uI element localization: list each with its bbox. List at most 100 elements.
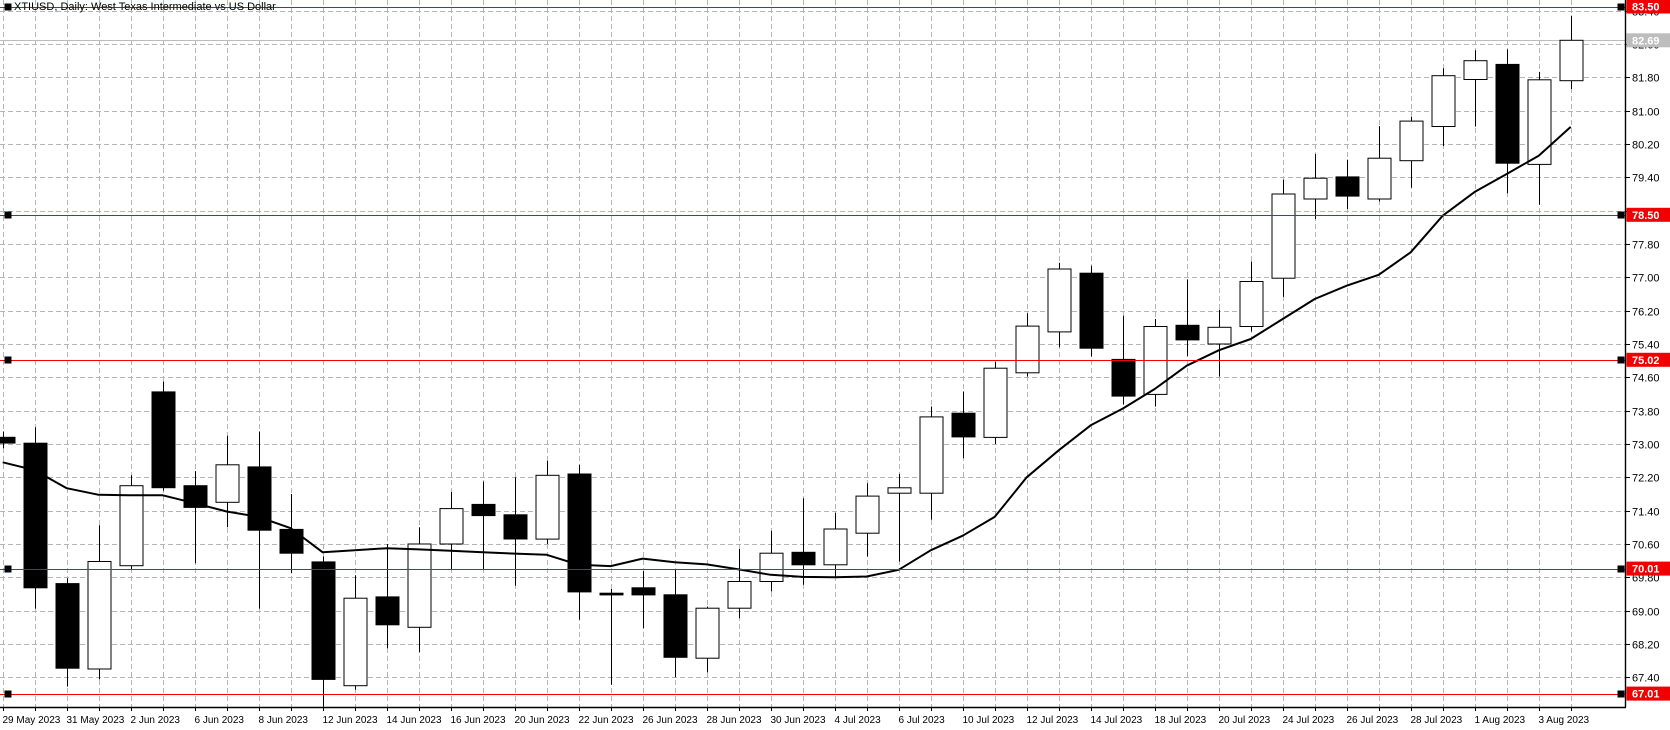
candle-body [1079, 272, 1104, 349]
price-tick-label: 75.40 [1632, 340, 1660, 352]
price-level-badge-text: 70.01 [1632, 564, 1660, 576]
time-tick-label: 30 Jun 2023 [771, 715, 826, 726]
price-level-badge: 78.50 [1626, 207, 1670, 222]
price-level-badge-bg [1626, 686, 1670, 701]
candle-body [1175, 324, 1200, 341]
price-tick-label: 81.00 [1632, 107, 1660, 119]
candle [247, 431, 272, 609]
candle [1431, 68, 1456, 147]
candle [55, 578, 80, 687]
time-tick-label: 3 Aug 2023 [1539, 715, 1590, 726]
bid-price-badge-text: 82.69 [1632, 35, 1660, 47]
price-level-badge: 75.02 [1626, 352, 1670, 367]
price-tick-label: 77.00 [1632, 273, 1660, 285]
candle-body [1431, 75, 1456, 127]
candle-body [631, 587, 656, 596]
time-tick-label: 6 Jul 2023 [899, 715, 946, 726]
candle-body [1367, 157, 1392, 200]
price-level-badge: 83.50 [1626, 0, 1670, 14]
price-tick-label: 67.40 [1632, 673, 1660, 685]
line-handle-right[interactable] [1617, 356, 1625, 364]
candle [695, 606, 720, 673]
line-handle-left[interactable] [4, 3, 12, 11]
price-level-badge-text: 67.01 [1632, 689, 1660, 701]
moving-average-line [2, 126, 1572, 579]
time-tick-label: 20 Jun 2023 [515, 715, 570, 726]
time-tick-label: 4 Jul 2023 [835, 715, 882, 726]
time-tick-label: 8 Jun 2023 [259, 715, 309, 726]
bid-price-badge-bg [1626, 33, 1670, 48]
candle [663, 569, 688, 678]
candle [1335, 159, 1360, 209]
time-axis-labels[interactable]: 29 May 2023 31 May 2023 2 Jun 2023 6 Jun 20… [3, 707, 1590, 726]
candle-body [695, 607, 720, 659]
time-tick-label: 12 Jun 2023 [323, 715, 378, 726]
line-handle-left[interactable] [4, 565, 12, 573]
candle [1399, 116, 1424, 188]
candle [439, 491, 464, 569]
candle-body [439, 508, 464, 545]
price-level-line-67.01[interactable] [0, 690, 1625, 698]
price-level-badge-text: 78.50 [1632, 210, 1660, 222]
price-tick-label: 77.80 [1632, 240, 1660, 252]
candle [599, 589, 624, 685]
candle-body [0, 436, 16, 444]
candle-body [1495, 63, 1520, 164]
candle-body [951, 412, 976, 438]
price-level-line-70.01[interactable] [0, 565, 1625, 573]
price-tick-label: 80.20 [1632, 140, 1660, 152]
candle-body [1239, 281, 1264, 327]
price-tick-label: 72.20 [1632, 473, 1660, 485]
candle-body [23, 442, 48, 589]
time-tick-label: 18 Jul 2023 [1155, 715, 1207, 726]
price-level-badge-bg [1626, 352, 1670, 367]
time-tick-label: 2 Jun 2023 [131, 715, 181, 726]
price-level-badge: 70.01 [1626, 561, 1670, 576]
candle [1015, 313, 1040, 377]
candle-body [759, 552, 784, 583]
line-handle-left[interactable] [4, 356, 12, 364]
candle [1495, 49, 1520, 194]
candle-body [471, 503, 496, 517]
price-tick-label: 68.20 [1632, 640, 1660, 652]
candle [1303, 154, 1328, 219]
price-level-line-75.02[interactable] [0, 356, 1625, 364]
time-tick-label: 20 Jul 2023 [1219, 715, 1271, 726]
candle-body [1527, 79, 1552, 165]
candle-body [407, 543, 432, 628]
line-handle-right[interactable] [1617, 3, 1625, 11]
line-handle-right[interactable] [1617, 565, 1625, 573]
candle-body [151, 391, 176, 489]
time-tick-label: 28 Jul 2023 [1411, 715, 1463, 726]
candle [951, 391, 976, 459]
line-handle-right[interactable] [1617, 690, 1625, 698]
candle-body [567, 473, 592, 593]
candle-body [1271, 193, 1296, 279]
candle-body [535, 474, 560, 540]
candle-body [1015, 325, 1040, 374]
candle-body [791, 551, 816, 566]
candle [1367, 126, 1392, 202]
candle [887, 474, 912, 562]
price-level-line-78.50[interactable] [0, 211, 1625, 219]
price-tick-label: 69.00 [1632, 607, 1660, 619]
price-level-badge-text: 75.02 [1632, 355, 1660, 367]
candle [503, 477, 528, 586]
price-level-line-83.50[interactable] [0, 3, 1625, 11]
line-handle-right[interactable] [1617, 211, 1625, 219]
candle [407, 527, 432, 653]
candle-body [215, 464, 240, 503]
candle [631, 571, 656, 629]
price-axis-labels[interactable]: 67.4068.2069.0069.8070.6071.4072.2073.00… [1625, 7, 1660, 685]
time-tick-label: 12 Jul 2023 [1027, 715, 1079, 726]
candle [1207, 309, 1232, 377]
line-handle-left[interactable] [4, 211, 12, 219]
price-level-badge-bg [1626, 561, 1670, 576]
candle [983, 361, 1008, 444]
time-tick-label: 31 May 2023 [67, 715, 125, 726]
candle [375, 544, 400, 649]
line-handle-left[interactable] [4, 690, 12, 698]
candle [1047, 262, 1072, 348]
time-tick-label: 24 Jul 2023 [1283, 715, 1335, 726]
